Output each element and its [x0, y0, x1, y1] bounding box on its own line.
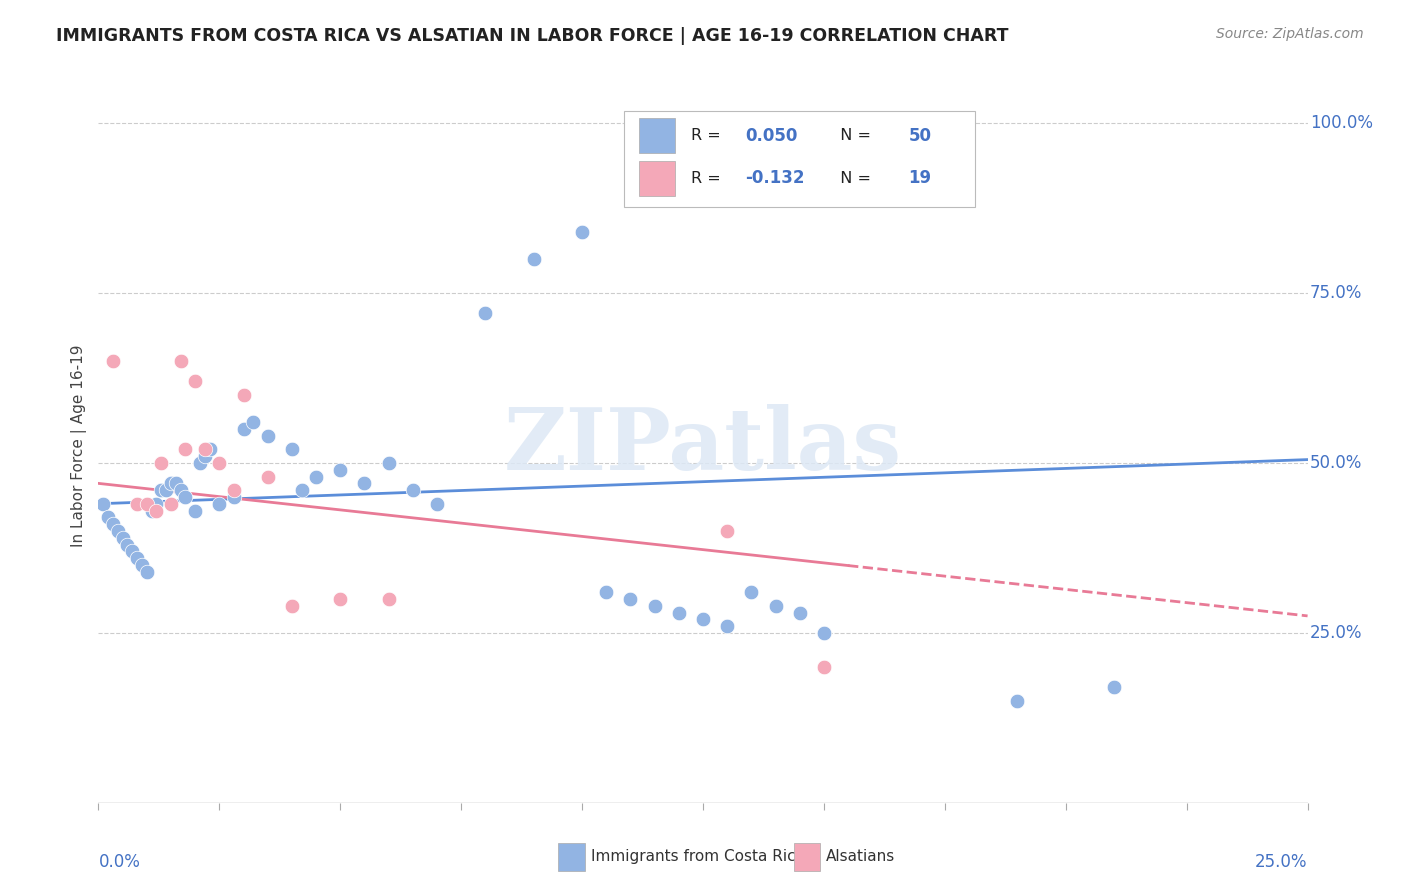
Point [160, 476, 183, 491]
Point [131, 558, 153, 572]
Point [740, 585, 762, 599]
Point [155, 483, 177, 498]
Point [377, 591, 399, 606]
Point [91, 497, 114, 511]
Point [232, 388, 254, 402]
Text: N =: N = [830, 128, 876, 143]
Point [101, 517, 124, 532]
Point [426, 497, 449, 511]
Point [813, 660, 835, 674]
FancyBboxPatch shape [624, 111, 976, 207]
Point [523, 252, 546, 266]
Point [329, 463, 352, 477]
Y-axis label: In Labor Force | Age 16-19: In Labor Force | Age 16-19 [72, 344, 87, 548]
Point [107, 524, 129, 538]
Point [377, 456, 399, 470]
Point [668, 606, 690, 620]
Point [281, 442, 304, 457]
Point [160, 497, 183, 511]
Point [232, 422, 254, 436]
FancyBboxPatch shape [638, 161, 675, 196]
Text: 25.0%: 25.0% [1256, 853, 1308, 871]
Text: 19: 19 [908, 169, 932, 187]
Point [117, 537, 139, 551]
Point [121, 544, 143, 558]
Text: 25.0%: 25.0% [1310, 624, 1362, 642]
Point [716, 524, 738, 538]
Point [127, 551, 149, 566]
Point [692, 612, 714, 626]
Point [474, 306, 496, 320]
Point [111, 531, 134, 545]
Point [290, 483, 312, 498]
Point [208, 497, 231, 511]
Point [97, 510, 120, 524]
Text: 0.0%: 0.0% [98, 853, 141, 871]
Point [281, 599, 304, 613]
Text: Alsatians: Alsatians [827, 849, 896, 863]
Point [644, 599, 666, 613]
Point [169, 483, 191, 498]
Point [765, 599, 787, 613]
Text: ZIPatlas: ZIPatlas [503, 404, 903, 488]
Point [619, 591, 641, 606]
Point [135, 497, 157, 511]
Point [402, 483, 425, 498]
Point [194, 442, 217, 457]
Point [353, 476, 375, 491]
Point [174, 490, 197, 504]
Text: 50: 50 [908, 127, 932, 145]
Point [813, 626, 835, 640]
Text: 0.050: 0.050 [745, 127, 797, 145]
Point [169, 354, 191, 368]
Text: 100.0%: 100.0% [1310, 114, 1374, 132]
FancyBboxPatch shape [558, 844, 585, 871]
Point [194, 449, 217, 463]
Point [305, 469, 328, 483]
Text: IMMIGRANTS FROM COSTA RICA VS ALSATIAN IN LABOR FORCE | AGE 16-19 CORRELATION CH: IMMIGRANTS FROM COSTA RICA VS ALSATIAN I… [56, 27, 1008, 45]
Point [242, 415, 264, 429]
Text: 75.0%: 75.0% [1310, 284, 1362, 302]
Text: 50.0%: 50.0% [1310, 454, 1362, 472]
Point [174, 442, 197, 457]
Point [1007, 694, 1029, 708]
Point [127, 497, 149, 511]
Point [256, 429, 278, 443]
Point [150, 483, 173, 498]
Point [716, 619, 738, 633]
Point [145, 497, 167, 511]
Point [329, 591, 352, 606]
FancyBboxPatch shape [638, 118, 675, 153]
Point [208, 456, 231, 470]
Point [184, 503, 207, 517]
Point [789, 606, 811, 620]
Point [222, 483, 245, 498]
FancyBboxPatch shape [793, 844, 820, 871]
Point [135, 565, 157, 579]
Point [145, 503, 167, 517]
Point [184, 375, 207, 389]
Text: N =: N = [830, 171, 876, 186]
Point [222, 490, 245, 504]
Point [571, 225, 593, 239]
Text: -0.132: -0.132 [745, 169, 804, 187]
Point [595, 585, 617, 599]
Point [198, 442, 221, 457]
Point [165, 476, 187, 491]
Text: Source: ZipAtlas.com: Source: ZipAtlas.com [1216, 27, 1364, 41]
Text: R =: R = [690, 171, 725, 186]
Point [141, 503, 163, 517]
Text: Immigrants from Costa Rica: Immigrants from Costa Rica [591, 849, 804, 863]
Text: R =: R = [690, 128, 725, 143]
Point [1102, 680, 1125, 694]
Point [256, 469, 278, 483]
Point [150, 456, 173, 470]
Point [101, 354, 124, 368]
Point [188, 456, 211, 470]
